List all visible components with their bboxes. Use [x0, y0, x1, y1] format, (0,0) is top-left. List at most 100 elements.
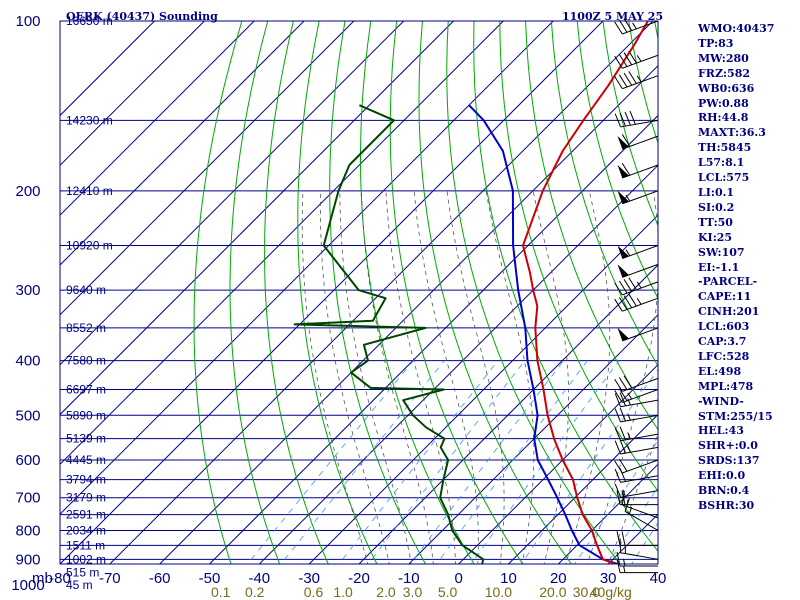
wind-barb [617, 263, 659, 278]
height-label: 5139 m [66, 432, 106, 446]
height-label: 2034 m [66, 524, 106, 538]
dry-adiabat-line [264, 21, 329, 564]
wind-barb [614, 110, 659, 128]
wind-barb-staff [620, 119, 659, 128]
index-value: LCL:575 [698, 171, 750, 185]
wind-barb-staff [622, 377, 659, 392]
wind-barb [616, 490, 658, 506]
index-value: LCL:603 [698, 320, 750, 334]
wind-barb-half-feather [627, 398, 631, 406]
wind-barb-pennant [617, 135, 629, 150]
temperature-tick-label: -20 [348, 570, 370, 587]
wind-barb-feather [614, 427, 622, 441]
pressure-tick-label: 500 [15, 407, 40, 424]
mixing-ratio-line [367, 360, 526, 564]
height-label: 9640 m [66, 283, 106, 297]
height-label: 16650 m [66, 14, 113, 28]
wind-barb-feather [614, 21, 623, 35]
dry-adiabat-line [193, 21, 243, 564]
isotherm-line [60, 21, 405, 366]
wind-barb-half-feather [627, 432, 631, 440]
wind-barb-feather [623, 375, 633, 389]
wind-barb [614, 407, 659, 423]
parcel-trace [468, 104, 622, 564]
dry-adiabat-line [473, 21, 658, 552]
height-label: 3179 m [66, 491, 106, 505]
wind-barb-pennant [617, 327, 629, 341]
height-label: 14230 m [66, 113, 113, 127]
index-value: EI:-1.1 [698, 260, 740, 274]
index-value: BRN:0.4 [698, 484, 750, 498]
wind-barb-feather [623, 52, 633, 66]
index-value: -WIND- [698, 394, 744, 408]
moist-adiabat-line [565, 190, 611, 564]
temperature-tick-label: -10 [398, 570, 420, 587]
moist-adiabat-line [532, 190, 569, 564]
moist-adiabat-line [413, 190, 479, 564]
height-label: 12410 m [66, 184, 113, 198]
isotherm-line [258, 164, 658, 564]
mixing-ratio-line [574, 439, 658, 564]
wind-barb-feather [623, 295, 633, 309]
wind-barb-staff [622, 459, 659, 474]
isotherm-line [308, 214, 658, 564]
wind-barb-feather [618, 458, 628, 472]
wind-barb [617, 245, 659, 259]
height-label: 8552 m [66, 321, 106, 335]
wind-barb-staff [620, 446, 659, 455]
wind-barb [614, 388, 659, 403]
wind-barb-feather [614, 282, 623, 296]
dry-adiabat-line [229, 21, 281, 564]
dry-adiabat-line [550, 21, 658, 367]
mixing-ratio-line [436, 360, 588, 564]
wind-barb-feather [628, 293, 637, 307]
wind-barb-feather [621, 490, 626, 505]
wind-barb-feather [619, 112, 626, 127]
wind-barb [614, 50, 659, 69]
dry-adiabat-line [389, 21, 524, 564]
index-value: LI:0.1 [698, 185, 735, 199]
wind-barb-feather [619, 426, 626, 441]
wind-barbs [614, 18, 659, 574]
temperature-tick-label: -60 [149, 570, 171, 587]
mixing-ratio-label: 30.0 [573, 584, 600, 600]
chart-series [293, 21, 649, 564]
wind-barb-staff [622, 245, 659, 259]
wind-barb-feather [614, 440, 622, 455]
wind-barb-feather [628, 50, 637, 64]
temperature-tick-label: 20 [550, 570, 567, 587]
isotherm-line [109, 21, 654, 564]
index-value: WMO:40437 [698, 22, 775, 35]
wind-barb-feather [629, 110, 636, 125]
wind-barb-half-feather [622, 489, 626, 497]
index-value: STM:255/15 [698, 409, 773, 423]
height-label: 10920 m [66, 239, 113, 253]
wind-barb [614, 439, 659, 455]
height-label: 1511 m [66, 538, 105, 552]
wind-barb-feather [618, 74, 628, 88]
temperature-trace [522, 21, 649, 564]
height-label: 7580 m [66, 354, 106, 368]
wind-barb [614, 375, 659, 392]
wind-barb-staff [620, 433, 659, 442]
wind-barb-feather [621, 531, 626, 546]
wind-barb-feather [614, 408, 622, 423]
mixing-ratio-label: 0.2 [245, 584, 265, 600]
temperature-tick-label: -70 [99, 570, 121, 587]
wind-barb [624, 497, 659, 531]
wind-barb-feather [614, 76, 623, 89]
index-value: CAPE:11 [698, 290, 752, 304]
wind-barb-feather [614, 378, 623, 392]
mixing-ratio-label: 40g/kg [590, 584, 632, 600]
index-value: PW:0.88 [698, 96, 749, 110]
height-label: 515 m [66, 566, 99, 580]
wind-barb-pennant [617, 164, 629, 179]
wind-barb-feather [623, 72, 633, 86]
wind-barb-feather [619, 392, 626, 407]
height-label: 4445 m [66, 453, 106, 467]
temperature-tick-label: 0 [455, 570, 463, 587]
wind-barb-feather [628, 277, 637, 290]
height-label: 45 m [66, 578, 93, 592]
index-value: L57:8.1 [698, 156, 745, 170]
